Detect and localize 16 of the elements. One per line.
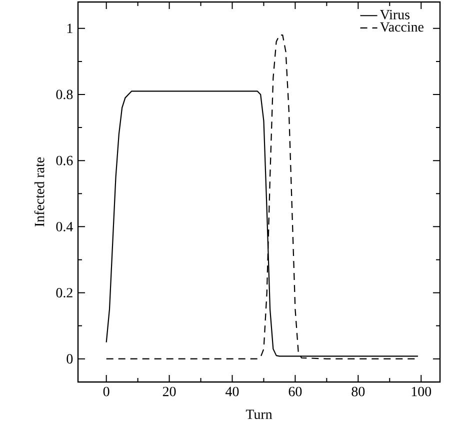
x-tick-label: 0 — [103, 386, 110, 396]
x-axis-title: Turn — [246, 410, 272, 420]
y-tick-label: 0.8 — [56, 90, 73, 100]
y-tick-label: 1 — [67, 24, 72, 34]
x-tick-label: 20 — [162, 386, 176, 396]
x-tick-label: 80 — [352, 386, 365, 396]
legend-label: Vaccine — [380, 22, 424, 32]
y-axis-title: Infected rate — [34, 157, 44, 227]
x-tick-label: 100 — [412, 386, 432, 396]
y-tick-label: 0 — [66, 354, 73, 364]
y-tick-label: 0.6 — [56, 156, 73, 166]
y-tick-label: 0.4 — [56, 222, 73, 232]
legend-label: Virus — [380, 10, 410, 20]
x-tick-label: 40 — [226, 386, 239, 396]
x-tick-label: 60 — [288, 386, 302, 396]
y-tick-label: 0.2 — [56, 288, 72, 298]
